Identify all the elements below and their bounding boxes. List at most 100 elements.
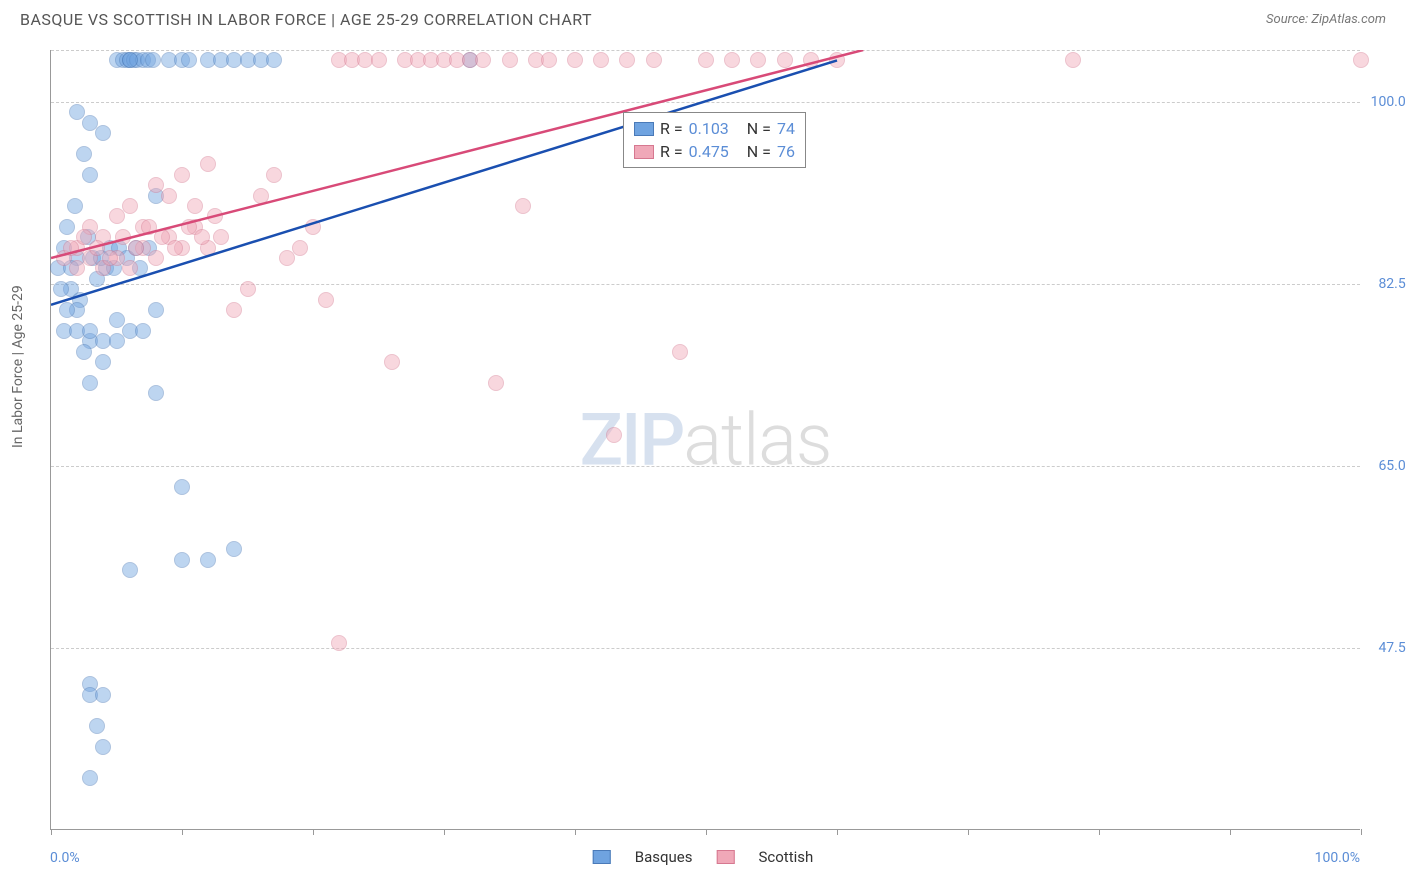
data-point bbox=[253, 188, 269, 204]
data-point bbox=[318, 292, 334, 308]
data-point bbox=[226, 302, 242, 318]
data-point bbox=[82, 115, 98, 131]
data-point bbox=[593, 52, 609, 68]
source-attribution: Source: ZipAtlas.com bbox=[1266, 12, 1386, 27]
scatter-chart: ZIPatlas 47.5%65.0%82.5%100.0%R =0.103N … bbox=[50, 50, 1360, 830]
data-point bbox=[672, 344, 688, 360]
bottom-legend: Basques Scottish bbox=[593, 848, 814, 866]
data-point bbox=[200, 552, 216, 568]
legend-label-scottish: Scottish bbox=[758, 848, 813, 866]
data-point bbox=[161, 188, 177, 204]
data-point bbox=[829, 52, 845, 68]
legend-r-value: 0.475 bbox=[689, 142, 729, 161]
data-point bbox=[95, 354, 111, 370]
chart-title: BASQUE VS SCOTTISH IN LABOR FORCE | AGE … bbox=[20, 10, 592, 29]
data-point bbox=[95, 739, 111, 755]
y-tick-label: 100.0% bbox=[1371, 94, 1406, 110]
data-point bbox=[777, 52, 793, 68]
grid-line bbox=[51, 466, 1360, 467]
data-point bbox=[803, 52, 819, 68]
data-point bbox=[148, 302, 164, 318]
y-axis-title: In Labor Force | Age 25-29 bbox=[10, 285, 26, 448]
legend-swatch-basques bbox=[593, 850, 611, 864]
data-point bbox=[619, 52, 635, 68]
x-axis-min-label: 0.0% bbox=[50, 850, 80, 866]
x-tick bbox=[182, 829, 183, 835]
x-tick bbox=[837, 829, 838, 835]
data-point bbox=[95, 687, 111, 703]
data-point bbox=[698, 52, 714, 68]
legend-label-basques: Basques bbox=[635, 848, 693, 866]
data-point bbox=[567, 52, 583, 68]
data-point bbox=[59, 302, 75, 318]
legend-swatch bbox=[634, 145, 654, 159]
y-tick-label: 65.0% bbox=[1378, 458, 1406, 474]
data-point bbox=[371, 52, 387, 68]
data-point bbox=[488, 375, 504, 391]
legend-n-value: 76 bbox=[777, 142, 795, 161]
data-point bbox=[187, 198, 203, 214]
data-point bbox=[475, 52, 491, 68]
data-point bbox=[384, 354, 400, 370]
x-tick bbox=[444, 829, 445, 835]
x-tick bbox=[706, 829, 707, 835]
data-point bbox=[69, 104, 85, 120]
data-point bbox=[213, 229, 229, 245]
data-point bbox=[89, 718, 105, 734]
y-tick-label: 47.5% bbox=[1378, 640, 1406, 656]
data-point bbox=[515, 198, 531, 214]
data-point bbox=[128, 240, 144, 256]
correlation-legend: R =0.103N =74R =0.475N =76 bbox=[623, 112, 806, 168]
data-point bbox=[174, 552, 190, 568]
x-tick bbox=[1361, 829, 1362, 835]
data-point bbox=[145, 52, 161, 68]
data-point bbox=[1065, 52, 1081, 68]
data-point bbox=[305, 219, 321, 235]
data-point bbox=[95, 125, 111, 141]
data-point bbox=[122, 52, 138, 68]
data-point bbox=[266, 167, 282, 183]
legend-n-value: 74 bbox=[777, 119, 795, 138]
data-point bbox=[181, 52, 197, 68]
legend-r-label: R = bbox=[660, 142, 683, 161]
data-point bbox=[724, 52, 740, 68]
data-point bbox=[541, 52, 557, 68]
data-point bbox=[76, 344, 92, 360]
data-point bbox=[122, 562, 138, 578]
legend-n-label: N = bbox=[747, 142, 771, 161]
grid-line bbox=[51, 648, 1360, 649]
data-point bbox=[135, 323, 151, 339]
data-point bbox=[59, 219, 75, 235]
data-point bbox=[167, 240, 183, 256]
data-point bbox=[67, 198, 83, 214]
data-point bbox=[292, 240, 308, 256]
data-point bbox=[53, 281, 69, 297]
data-point bbox=[1353, 52, 1369, 68]
data-point bbox=[82, 770, 98, 786]
x-tick bbox=[313, 829, 314, 835]
data-point bbox=[82, 167, 98, 183]
legend-swatch-scottish bbox=[716, 850, 734, 864]
data-point bbox=[122, 198, 138, 214]
legend-r-value: 0.103 bbox=[689, 119, 729, 138]
grid-line bbox=[51, 102, 1360, 103]
legend-swatch bbox=[634, 122, 654, 136]
data-point bbox=[76, 146, 92, 162]
data-point bbox=[502, 52, 518, 68]
x-tick bbox=[1230, 829, 1231, 835]
data-point bbox=[122, 260, 138, 276]
data-point bbox=[109, 208, 125, 224]
data-point bbox=[82, 375, 98, 391]
data-point bbox=[148, 250, 164, 266]
x-tick bbox=[575, 829, 576, 835]
data-point bbox=[63, 240, 79, 256]
legend-row: R =0.103N =74 bbox=[634, 117, 795, 140]
x-axis-max-label: 100.0% bbox=[1315, 850, 1360, 866]
data-point bbox=[331, 635, 347, 651]
data-point bbox=[606, 427, 622, 443]
data-point bbox=[109, 333, 125, 349]
data-point bbox=[148, 385, 164, 401]
data-point bbox=[194, 229, 210, 245]
legend-r-label: R = bbox=[660, 119, 683, 138]
data-point bbox=[207, 208, 223, 224]
